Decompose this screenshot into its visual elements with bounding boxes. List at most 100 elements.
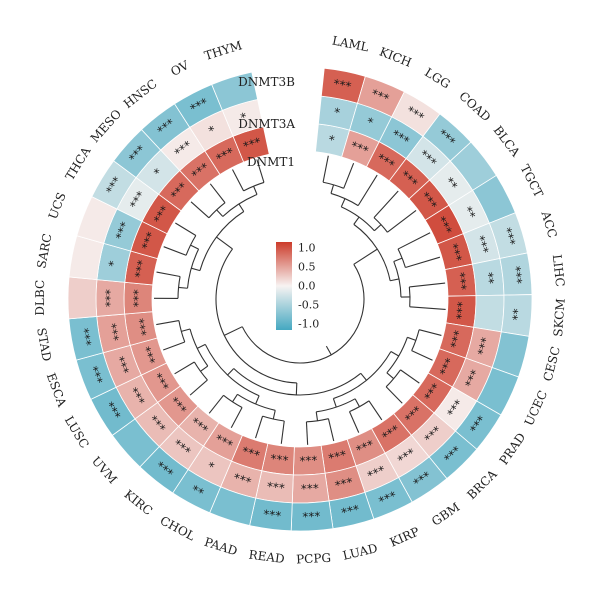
heat-cell-dnmt3b-thym: [211, 71, 259, 111]
track-label-dnmt3a: DNMT3A: [238, 117, 295, 131]
dendrogram-arc: [322, 181, 344, 189]
dendrogram-branch: [216, 236, 233, 250]
dendrogram-arc: [397, 248, 406, 268]
significance-mark: ***: [132, 259, 149, 279]
significance-mark: ***: [340, 502, 361, 520]
dendrogram-branch: [407, 336, 417, 341]
dendrogram-branch: [255, 395, 260, 405]
significance-marks: * ***************************************…: [77, 77, 525, 525]
dendrogram-branch: [255, 415, 264, 439]
dendrogram-arc: [193, 361, 208, 381]
dendrogram-arc: [373, 217, 388, 233]
color-legend: 1.0 0.5 0.0 -0.5 -1.0: [276, 242, 319, 331]
dendrogram-arc: [241, 264, 365, 364]
significance-mark: ***: [454, 301, 469, 320]
dendrogram-arc: [353, 223, 391, 281]
significance-mark: ***: [453, 272, 469, 291]
dendrogram-branch: [196, 343, 206, 349]
significance-mark: ***: [354, 437, 376, 457]
category-label-uvm: UVM: [89, 454, 120, 487]
significance-mark: ***: [500, 226, 519, 247]
category-label-paad: PAAD: [203, 535, 240, 559]
dendrogram-arc: [341, 206, 375, 232]
dendrogram-arc: [186, 248, 200, 289]
significance-mark: ***: [240, 444, 261, 463]
dendrogram-arc: [189, 328, 209, 367]
dendrogram-branch: [418, 329, 442, 336]
category-label-lusc: LUSC: [62, 414, 92, 451]
significance-mark: ***: [241, 135, 262, 154]
track-labels: DNMT1 DNMT3A DNMT3B: [238, 75, 295, 169]
significance-mark: ***: [365, 463, 387, 483]
dendrogram-arc: [386, 337, 408, 374]
dendrogram-branch: [200, 365, 209, 372]
category-label-kirc: KIRC: [121, 487, 155, 518]
significance-mark: ***: [104, 322, 121, 342]
dendrogram-branch: [368, 400, 383, 421]
significance-mark: ***: [327, 448, 348, 466]
category-label-blca: BLCA: [491, 123, 523, 159]
category-label-coad: COAD: [456, 89, 493, 124]
significance-mark: **: [189, 482, 206, 500]
category-label-brca: BRCA: [464, 467, 500, 502]
significance-mark: *: [327, 133, 336, 148]
significance-mark: ***: [131, 289, 145, 307]
significance-mark: *: [333, 105, 342, 120]
category-label-ucec: UCEC: [522, 388, 550, 428]
category-label-cesc: CESC: [541, 345, 563, 383]
dendrogram-arc: [237, 393, 276, 411]
significance-mark: *: [106, 260, 121, 268]
dendrogram-branch: [385, 386, 403, 404]
dendrogram-branch: [272, 410, 276, 420]
significance-mark: ***: [301, 481, 320, 496]
category-label-ov: OV: [168, 58, 191, 79]
dendrogram-branch: [189, 379, 208, 396]
dendrogram-branch: [227, 368, 235, 376]
dendrogram-arc: [385, 369, 401, 388]
dendrogram-arc: [349, 400, 370, 413]
dendrogram-branch: [156, 320, 179, 326]
dendrogram-branch: [280, 420, 285, 444]
category-label-stad: STAD: [34, 327, 54, 363]
dendrogram-branch: [327, 418, 335, 442]
category-label-kich: KICH: [377, 45, 413, 70]
category-label-sarc: SARC: [34, 232, 54, 269]
significance-mark: ***: [334, 475, 355, 493]
significance-mark: *: [239, 110, 249, 125]
dendrogram-arc: [177, 276, 181, 299]
dendrogram-branch: [208, 394, 224, 414]
category-label-acc: ACC: [538, 209, 559, 240]
heat-cell-dnmt3b-dlbc: [67, 276, 98, 320]
significance-mark: ***: [349, 139, 371, 159]
dendrogram-branch: [330, 184, 335, 194]
dendrogram-branch: [348, 411, 360, 433]
dendrogram-branch: [393, 257, 403, 262]
dendrogram-arc: [330, 192, 359, 207]
dendrogram-arc: [408, 286, 411, 307]
dendrogram-branch: [322, 155, 329, 183]
dendrogram-arc: [262, 415, 285, 422]
track-label-dnmt1: DNMT1: [247, 155, 295, 169]
dendrogram-branch: [190, 201, 210, 219]
significance-mark: ***: [299, 453, 318, 468]
dendrogram-branch: [332, 398, 337, 408]
dendrogram-branch: [390, 351, 400, 357]
significance-mark: ***: [269, 452, 289, 468]
significance-mark: ***: [113, 220, 133, 242]
significance-mark: ***: [231, 471, 252, 490]
dendrogram-branch: [181, 328, 191, 332]
dendrogram-branch: [174, 361, 195, 375]
dendrogram-root: [325, 345, 332, 356]
dendrogram-branch: [390, 278, 400, 282]
significance-mark: ***: [437, 356, 457, 378]
dendrogram-arc: [223, 394, 243, 408]
dendrogram-arc: [411, 329, 420, 351]
dendrogram-branch: [360, 372, 367, 381]
category-label-dlbc: DLBC: [33, 280, 47, 316]
dendrogram-branch: [315, 411, 319, 421]
dendrogram-branch: [411, 350, 433, 361]
significance-mark: *: [205, 459, 217, 474]
dendrogram-branch: [253, 185, 258, 195]
dendrogram-branch: [305, 421, 309, 445]
dendrogram-arc: [393, 261, 402, 298]
